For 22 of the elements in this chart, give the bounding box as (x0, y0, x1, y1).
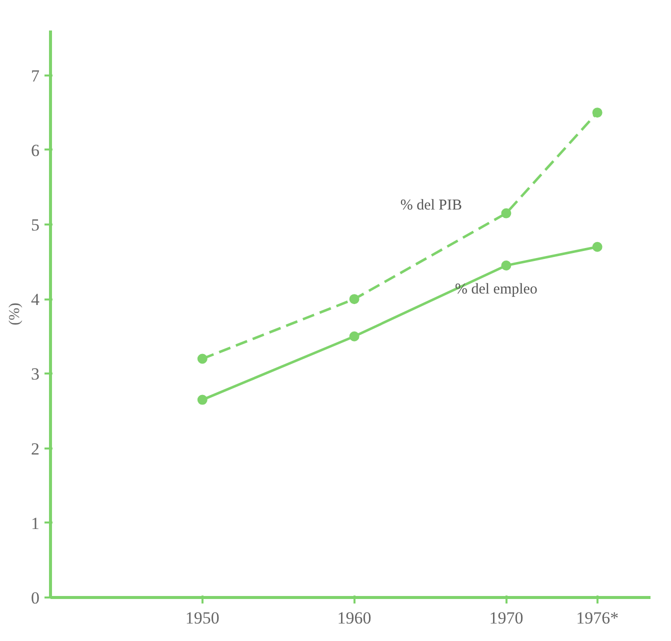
point (349, 294, 360, 304)
point (592, 242, 602, 252)
y-tick-label: 2 (31, 439, 40, 458)
y-tick-label: 6 (31, 140, 40, 160)
point (501, 208, 512, 218)
series-label: % del PIB (400, 197, 462, 214)
y-tick-label: 1 (31, 514, 40, 533)
y-tick-label: 5 (31, 215, 40, 234)
point (197, 354, 208, 364)
x-tick-label: 1960 (337, 608, 372, 628)
y-tick-label: 4 (31, 290, 40, 310)
y-axis-title: (%) (7, 302, 23, 326)
x-tick-label: 1970 (489, 608, 524, 628)
x-tick-label: 1950 (185, 608, 220, 628)
point (501, 260, 512, 270)
y-tick-label: 7 (31, 66, 40, 86)
x-tick-label: 1976* (576, 608, 619, 628)
point (349, 331, 360, 342)
point (592, 108, 602, 118)
point (197, 394, 208, 405)
y-tick-label: 3 (31, 364, 40, 384)
y-tick-label: 0 (31, 588, 40, 608)
